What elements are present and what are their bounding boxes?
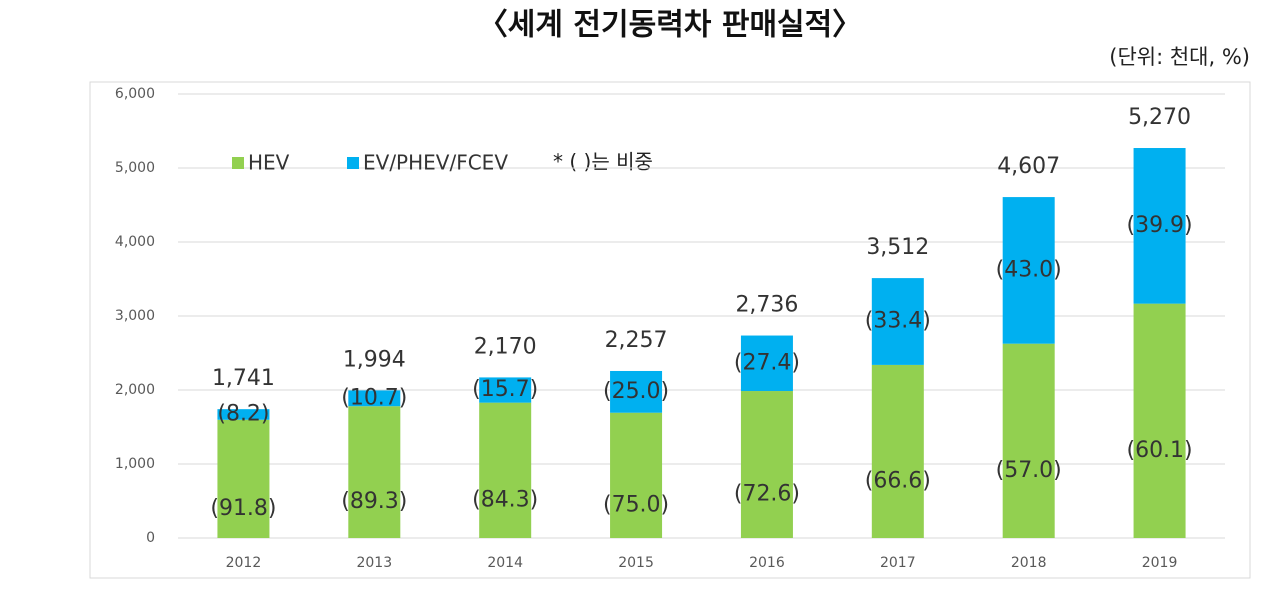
bar-segment xyxy=(348,390,401,407)
x-tick-label: 2019 xyxy=(1142,555,1178,571)
total-label: 1,741 xyxy=(212,366,275,391)
legend-swatch xyxy=(347,157,359,169)
x-tick-label: 2016 xyxy=(749,555,785,571)
bar-segment xyxy=(1002,343,1055,538)
total-label: 4,607 xyxy=(997,154,1060,179)
share-label: (57.0) xyxy=(996,458,1062,483)
bar-segment xyxy=(348,406,401,538)
share-label: (25.0) xyxy=(603,379,669,404)
legend-note: * ( )는 비중 xyxy=(553,150,653,174)
x-tick-label: 2015 xyxy=(618,555,654,571)
bar-segment xyxy=(871,278,924,365)
bar-segment xyxy=(610,412,663,538)
share-label: (72.6) xyxy=(734,482,800,507)
unit-note: (단위: 천대, %) xyxy=(1109,45,1250,69)
bar-segment xyxy=(1002,197,1055,344)
bar-segment xyxy=(740,335,793,392)
x-tick-label: 2017 xyxy=(880,555,916,571)
bar-segment xyxy=(1133,303,1186,538)
share-label: (89.3) xyxy=(341,489,407,514)
share-label: (91.8) xyxy=(210,496,276,521)
x-tick-label: 2012 xyxy=(226,555,262,571)
bar-segment xyxy=(610,370,663,413)
legend-label: HEV xyxy=(248,151,290,175)
total-label: 2,257 xyxy=(605,328,668,353)
share-label: (39.9) xyxy=(1126,213,1192,238)
y-tick-label: 2,000 xyxy=(115,382,155,398)
total-label: 3,512 xyxy=(866,235,929,260)
chart-title: 〈세계 전기동력차 판매실적〉 xyxy=(478,8,863,43)
y-tick-label: 4,000 xyxy=(115,234,155,250)
share-label: (60.1) xyxy=(1126,438,1192,463)
share-label: (27.4) xyxy=(734,350,800,375)
bar-segment xyxy=(217,409,270,420)
bar-segment xyxy=(479,402,532,538)
legend-label: EV/PHEV/FCEV xyxy=(363,151,508,175)
y-tick-label: 1,000 xyxy=(115,456,155,472)
legend-swatch xyxy=(232,157,244,169)
share-label: (8.2) xyxy=(217,401,269,426)
bar-segment xyxy=(1133,148,1186,304)
total-label: 2,170 xyxy=(474,334,537,359)
share-label: (10.7) xyxy=(341,385,407,410)
total-label: 5,270 xyxy=(1128,105,1191,130)
share-label: (33.4) xyxy=(865,309,931,334)
chart-frame xyxy=(89,81,1251,579)
total-label: 1,994 xyxy=(343,347,406,372)
bar-segment xyxy=(217,419,270,538)
y-tick-label: 5,000 xyxy=(115,160,155,176)
x-tick-label: 2014 xyxy=(487,555,523,571)
y-tick-label: 6,000 xyxy=(115,86,155,102)
bar-segment xyxy=(740,391,793,538)
share-label: (75.0) xyxy=(603,492,669,517)
y-tick-label: 0 xyxy=(146,530,155,546)
x-tick-label: 2018 xyxy=(1011,555,1047,571)
x-tick-label: 2013 xyxy=(356,555,392,571)
bar-segment xyxy=(479,377,532,403)
total-label: 2,736 xyxy=(735,293,798,318)
share-label: (43.0) xyxy=(996,257,1062,282)
share-label: (15.7) xyxy=(472,377,538,402)
bar-segment xyxy=(871,364,924,538)
y-tick-label: 3,000 xyxy=(115,308,155,324)
share-label: (66.6) xyxy=(865,468,931,493)
share-label: (84.3) xyxy=(472,487,538,512)
